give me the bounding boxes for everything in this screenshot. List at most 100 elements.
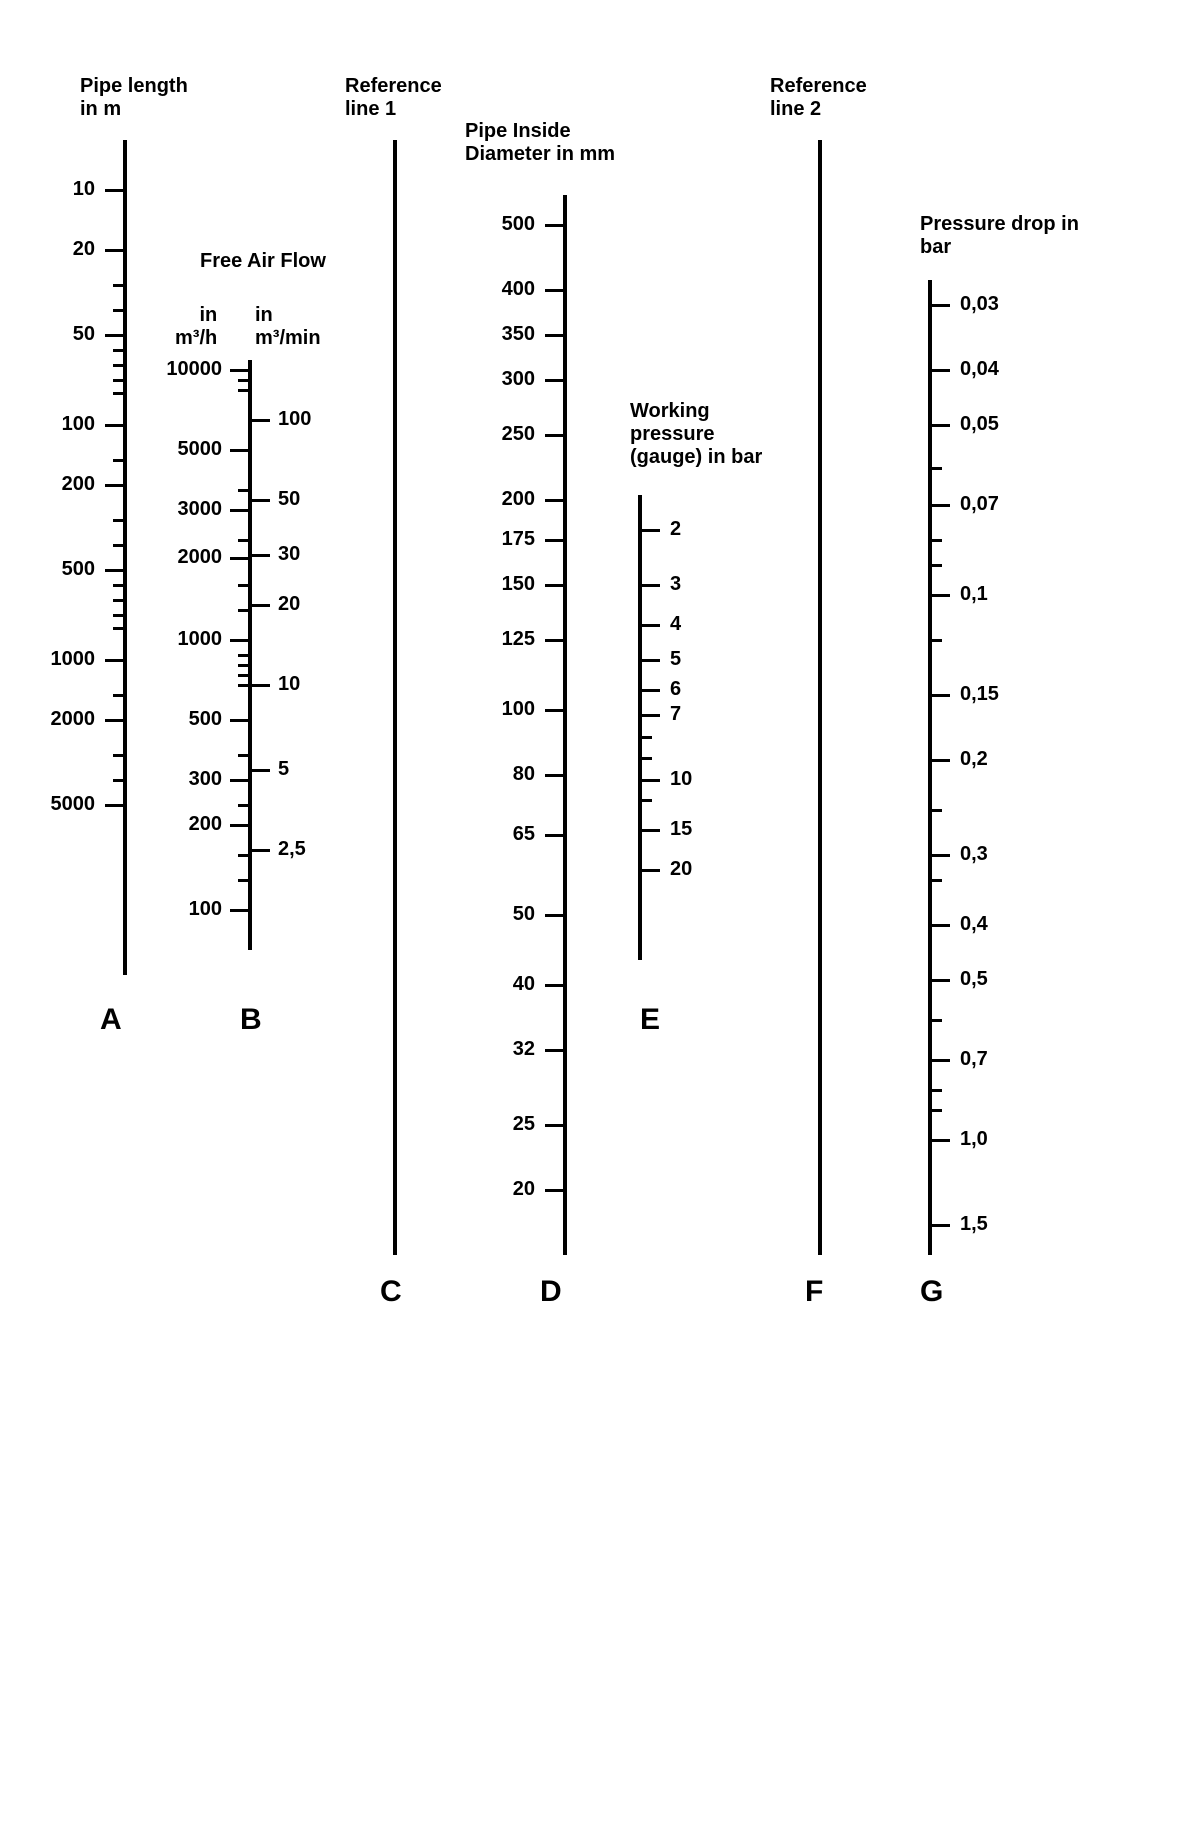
scale-G-label: 0,4 bbox=[960, 913, 988, 936]
scale-D-tick bbox=[545, 984, 565, 987]
scale-B-tick bbox=[250, 499, 270, 502]
scale-G-title: Pressure drop inbar bbox=[920, 213, 1079, 259]
scale-D-tick bbox=[545, 584, 565, 587]
scale-G-label: 1,5 bbox=[960, 1213, 988, 1236]
scale-B-letter: B bbox=[240, 1003, 262, 1037]
scale-A-letter: A bbox=[100, 1003, 122, 1037]
scale-A-label: 200 bbox=[62, 473, 95, 496]
scale-B-label: 30 bbox=[278, 543, 300, 566]
scale-A-title: Pipe lengthin m bbox=[80, 75, 188, 121]
scale-E-label: 7 bbox=[670, 703, 681, 726]
scale-E-title: Workingpressure(gauge) in bar bbox=[630, 400, 762, 469]
scale-G-tick bbox=[930, 467, 942, 470]
scale-B-label: 100 bbox=[278, 408, 311, 431]
scale-G-tick bbox=[930, 424, 950, 427]
scale-A-label: 50 bbox=[73, 323, 95, 346]
scale-D-tick bbox=[545, 224, 565, 227]
scale-G-label: 0,5 bbox=[960, 968, 988, 991]
scale-A-tick bbox=[105, 334, 125, 337]
scale-B-tick bbox=[250, 769, 270, 772]
scale-D-tick bbox=[545, 334, 565, 337]
scale-E-label: 15 bbox=[670, 818, 692, 841]
scale-G-letter: G bbox=[920, 1275, 943, 1309]
scale-D-tick bbox=[545, 539, 565, 542]
scale-E-label: 10 bbox=[670, 768, 692, 791]
scale-D-tick bbox=[545, 1124, 565, 1127]
scale-E-tick bbox=[640, 757, 652, 760]
scale-F-axis bbox=[818, 140, 822, 1255]
scale-A-tick bbox=[113, 544, 125, 547]
scale-F-letter: F bbox=[805, 1275, 823, 1309]
scale-B-tick bbox=[238, 379, 250, 382]
scale-G-tick bbox=[930, 1224, 950, 1227]
scale-E-label: 4 bbox=[670, 613, 681, 636]
scale-A-tick bbox=[105, 189, 125, 192]
scale-D-tick bbox=[545, 639, 565, 642]
scale-B-label: 2000 bbox=[178, 546, 223, 569]
scale-B-label: 100 bbox=[189, 898, 222, 921]
scale-G-tick bbox=[930, 809, 942, 812]
scale-A-tick bbox=[105, 484, 125, 487]
scale-B-tick bbox=[238, 584, 250, 587]
scale-E-tick bbox=[640, 659, 660, 662]
scale-G-tick bbox=[930, 1019, 942, 1022]
scale-A-tick bbox=[105, 804, 125, 807]
scale-B-label: 3000 bbox=[178, 498, 223, 521]
scale-G-label: 0,1 bbox=[960, 583, 988, 606]
scale-G-tick bbox=[930, 1109, 942, 1112]
scale-D-label: 125 bbox=[502, 628, 535, 651]
scale-G-label: 0,05 bbox=[960, 413, 999, 436]
scale-A-tick bbox=[105, 249, 125, 252]
scale-B-label: 500 bbox=[189, 708, 222, 731]
scale-B-tick bbox=[250, 849, 270, 852]
scale-A-label: 1000 bbox=[51, 648, 96, 671]
scale-G-label: 0,03 bbox=[960, 293, 999, 316]
scale-D-label: 250 bbox=[502, 423, 535, 446]
scale-E-tick bbox=[640, 736, 652, 739]
scale-A-tick bbox=[113, 284, 125, 287]
scale-G-tick bbox=[930, 694, 950, 697]
scale-D-tick bbox=[545, 774, 565, 777]
scale-A-axis bbox=[123, 140, 127, 975]
scale-B-label: 200 bbox=[189, 813, 222, 836]
scale-A-tick bbox=[105, 424, 125, 427]
scale-E-tick bbox=[640, 584, 660, 587]
scale-D-label: 500 bbox=[502, 213, 535, 236]
scale-B-tick bbox=[250, 684, 270, 687]
scale-A-tick bbox=[113, 379, 125, 382]
scale-B-tick bbox=[238, 539, 250, 542]
scale-G-tick bbox=[930, 594, 950, 597]
scale-E-tick bbox=[640, 779, 660, 782]
scale-B-right-header: inm³/min bbox=[255, 304, 321, 350]
scale-G-label: 0,15 bbox=[960, 683, 999, 706]
scale-A-label: 500 bbox=[62, 558, 95, 581]
scale-C-letter: C bbox=[380, 1275, 402, 1309]
scale-B-label: 5 bbox=[278, 758, 289, 781]
scale-B-label: 10 bbox=[278, 673, 300, 696]
scale-C-title: Referenceline 1 bbox=[345, 75, 442, 121]
scale-E-label: 6 bbox=[670, 678, 681, 701]
scale-D-label: 80 bbox=[513, 763, 535, 786]
scale-D-tick bbox=[545, 834, 565, 837]
scale-B-tick bbox=[238, 674, 250, 677]
scale-D-tick bbox=[545, 1189, 565, 1192]
scale-B-tick bbox=[230, 824, 250, 827]
scale-A-label: 10 bbox=[73, 178, 95, 201]
scale-G-tick bbox=[930, 504, 950, 507]
scale-C-axis bbox=[393, 140, 397, 1255]
scale-D-label: 50 bbox=[513, 903, 535, 926]
scale-G-tick bbox=[930, 854, 950, 857]
scale-B-label: 5000 bbox=[178, 438, 223, 461]
scale-G-tick bbox=[930, 879, 942, 882]
scale-A-label: 5000 bbox=[51, 793, 96, 816]
scale-B-label: 50 bbox=[278, 488, 300, 511]
scale-A-tick bbox=[113, 309, 125, 312]
scale-B-tick bbox=[238, 754, 250, 757]
scale-E-tick bbox=[640, 714, 660, 717]
scale-F-title: Referenceline 2 bbox=[770, 75, 867, 121]
scale-D-letter: D bbox=[540, 1275, 562, 1309]
scale-A-tick bbox=[113, 459, 125, 462]
scale-B-tick bbox=[230, 909, 250, 912]
scale-G-tick bbox=[930, 564, 942, 567]
scale-B-tick bbox=[238, 389, 250, 392]
